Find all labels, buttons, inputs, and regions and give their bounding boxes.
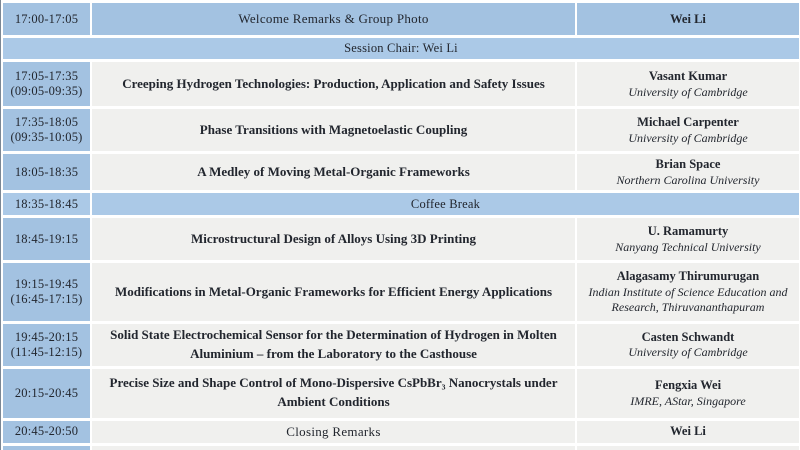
speaker-cell: Wei Li: [577, 420, 799, 443]
table-row-coffee-break: 18:35-18:45 Coffee Break: [3, 193, 799, 215]
time-text: 19:45-20:15: [14, 329, 79, 344]
table-row-welcome: 17:00-17:05 Welcome Remarks & Group Phot…: [3, 3, 799, 35]
speaker-cell: Wei Li: [577, 3, 799, 35]
time-text: 17:05-17:35: [14, 69, 79, 83]
time-text: 17:00-17:05: [14, 11, 79, 26]
speaker-affiliation: IMRE, AStar, Singapore: [630, 393, 746, 408]
speaker-affiliation: University of Cambridge: [628, 84, 748, 99]
title-cell: Creeping Hydrogen Technologies: Producti…: [92, 62, 575, 106]
title-cell: [92, 445, 575, 450]
title-cell: Precise Size and Shape Control of Mono-D…: [92, 368, 575, 418]
time-cell: 20:15-20:45: [3, 368, 90, 418]
table-row-talk: 17:05-17:35 (09:05-09:35) Creeping Hydro…: [3, 62, 799, 106]
time-alt-text: (11:45-12:15): [10, 344, 83, 359]
speaker-name: Fengxia Wei: [654, 377, 722, 392]
title-cell: Closing Remarks: [92, 420, 575, 443]
table-row-talk: 19:15-19:45 (16:45-17:15) Modifications …: [3, 263, 799, 321]
speaker-cell: [577, 445, 799, 450]
table-row-partial: [3, 445, 799, 450]
time-alt-text: (09:35-10:05): [10, 130, 83, 144]
time-text: 18:35-18:45: [14, 196, 79, 211]
speaker-cell: Vasant Kumar University of Cambridge: [577, 62, 799, 106]
title-cell: Modifications in Metal-Organic Framework…: [92, 263, 575, 321]
table-row-talk: 18:05-18:35 A Medley of Moving Metal-Org…: [3, 154, 799, 190]
speaker-cell: U. Ramamurty Nanyang Technical Universit…: [577, 218, 799, 260]
speaker-affiliation: Northern Carolina University: [616, 172, 760, 187]
time-alt-text: (16:45-17:15): [10, 292, 83, 306]
table-row-talk: 17:35-18:05 (09:35-10:05) Phase Transiti…: [3, 109, 799, 151]
time-text: 18:05-18:35: [14, 164, 79, 179]
table-row-talk: 20:15-20:45 Precise Size and Shape Contr…: [3, 368, 799, 418]
title-cell: Phase Transitions with Magnetoelastic Co…: [92, 109, 575, 151]
table-row-talk: 18:45-19:15 Microstructural Design of Al…: [3, 218, 799, 260]
title-cell: Microstructural Design of Alloys Using 3…: [92, 218, 575, 260]
speaker-name: Brian Space: [655, 156, 721, 171]
speaker-name: Alagasamy Thirumurugan: [616, 268, 760, 283]
speaker-name: Vasant Kumar: [648, 68, 728, 83]
title-cell: A Medley of Moving Metal-Organic Framewo…: [92, 154, 575, 190]
time-alt-text: (09:05-09:35): [10, 84, 83, 98]
speaker-name: U. Ramamurty: [647, 223, 729, 238]
speaker-name: Michael Carpenter: [637, 114, 739, 129]
title-cell: Solid State Electrochemical Sensor for t…: [92, 324, 575, 366]
speaker-cell: Michael Carpenter University of Cambridg…: [577, 109, 799, 151]
time-cell: 17:35-18:05 (09:35-10:05): [3, 109, 90, 151]
time-text: 20:45-20:50: [14, 424, 79, 439]
speaker-affiliation: University of Cambridge: [628, 345, 748, 360]
time-cell: 18:45-19:15: [3, 218, 90, 260]
time-text: 17:35-18:05: [14, 115, 79, 129]
coffee-break-band: Coffee Break: [92, 193, 799, 215]
speaker-cell: Brian Space Northern Carolina University: [577, 154, 799, 190]
title-cell: Welcome Remarks & Group Photo: [92, 3, 575, 35]
time-text: 20:15-20:45: [14, 385, 79, 400]
time-cell: 17:05-17:35 (09:05-09:35): [3, 62, 90, 106]
speaker-cell: Casten Schwandt University of Cambridge: [577, 324, 799, 366]
time-cell: 19:15-19:45 (16:45-17:15): [3, 263, 90, 321]
speaker-name: Casten Schwandt: [641, 329, 735, 344]
time-cell: 18:35-18:45: [3, 193, 90, 215]
time-text: 18:45-19:15: [14, 231, 79, 246]
speaker-affiliation: University of Cambridge: [628, 130, 748, 145]
speaker-cell: Alagasamy Thirumurugan Indian Institute …: [577, 263, 799, 321]
session-chair-band: Session Chair: Wei Li: [3, 38, 799, 59]
time-cell: [3, 445, 90, 450]
time-cell: 20:45-20:50: [3, 420, 90, 443]
table-row-talk: 19:45-20:15 (11:45-12:15) Solid State El…: [3, 324, 799, 366]
table-row-session-chair: Session Chair: Wei Li: [3, 38, 799, 59]
speaker-affiliation: Indian Institute of Science Education an…: [588, 284, 788, 315]
time-text: 19:15-19:45: [14, 277, 79, 291]
table-row-closing: 20:45-20:50 Closing Remarks Wei Li: [3, 420, 799, 443]
time-cell: 18:05-18:35: [3, 154, 90, 190]
time-cell: 19:45-20:15 (11:45-12:15): [3, 324, 90, 366]
speaker-name: Wei Li: [670, 11, 706, 26]
speaker-cell: Fengxia Wei IMRE, AStar, Singapore: [577, 368, 799, 418]
time-cell: 17:00-17:05: [3, 3, 90, 35]
speaker-affiliation: Nanyang Technical University: [615, 239, 761, 254]
speaker-name: Wei Li: [670, 424, 706, 439]
